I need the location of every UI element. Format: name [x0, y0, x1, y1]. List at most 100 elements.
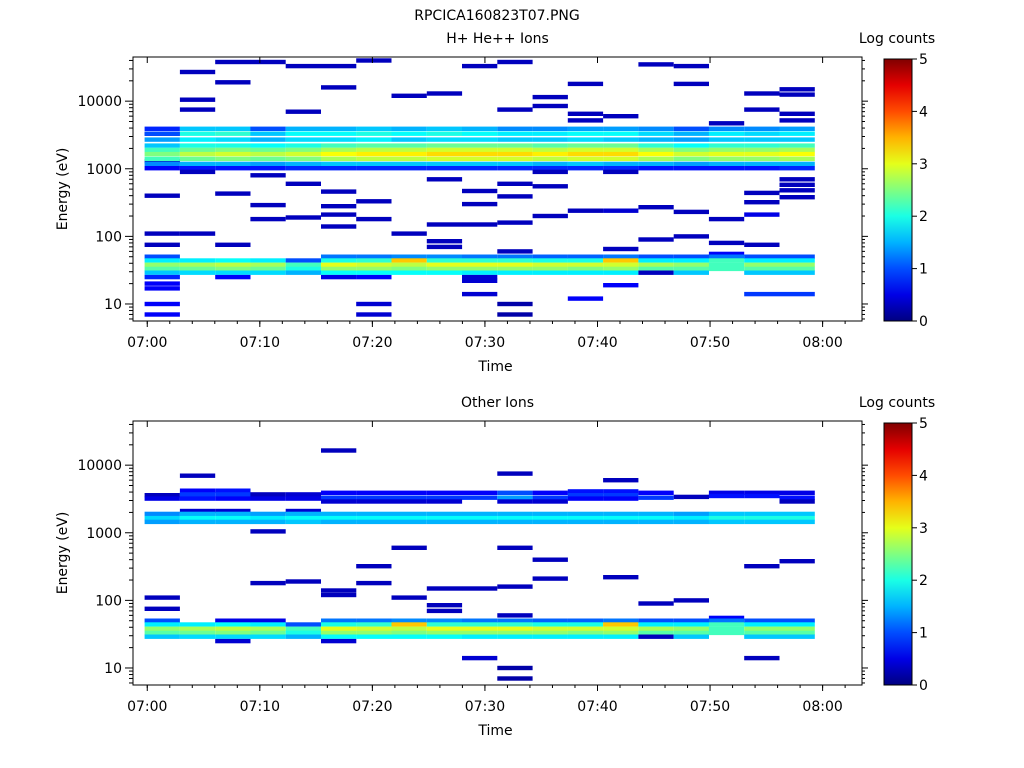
- heatmap-cell: [532, 166, 568, 171]
- heatmap-cell: [462, 630, 498, 636]
- heatmap-cell: [144, 258, 180, 263]
- heatmap-cell: [285, 215, 321, 220]
- heatmap-cell: [144, 270, 180, 275]
- heatmap-cell: [285, 511, 321, 517]
- heatmap-cell: [567, 262, 604, 267]
- heatmap-cell: [497, 613, 533, 618]
- heatmap-cell: [638, 205, 674, 210]
- heatmap-cell: [462, 137, 498, 142]
- heatmap-cell: [779, 258, 815, 263]
- heatmap-cell: [462, 634, 498, 639]
- y-tick-label: 1000: [86, 162, 122, 178]
- colorbar-tick-label: 2: [919, 573, 928, 589]
- heatmap-cell: [744, 493, 780, 499]
- heatmap-cell: [391, 156, 427, 162]
- heatmap-cell: [391, 151, 427, 157]
- heatmap-cell: [144, 606, 180, 611]
- heatmap-cell: [250, 166, 286, 171]
- other-ions-cells: [144, 448, 815, 681]
- heatmap-cell: [744, 147, 780, 153]
- heatmap-cell: [144, 166, 180, 171]
- colorbar-tick-label: 1: [919, 262, 928, 278]
- heatmap-cell: [250, 580, 286, 586]
- heatmap-cell: [179, 151, 216, 157]
- heatmap-cell: [215, 496, 251, 501]
- heatmap-cell: [673, 63, 709, 69]
- heatmap-cell: [144, 156, 180, 162]
- heatmap-cell: [215, 270, 251, 275]
- heatmap-cell: [708, 258, 745, 263]
- heatmap-cell: [638, 630, 674, 636]
- heatmap-cell: [215, 626, 251, 631]
- heatmap-cell: [532, 495, 568, 500]
- heatmap-cell: [708, 121, 745, 126]
- h-he-ions-colorbar-label: Log counts: [859, 31, 935, 47]
- heatmap-cell: [497, 166, 533, 171]
- heatmap-cell: [356, 634, 392, 639]
- heatmap-cell: [673, 519, 709, 525]
- heatmap-cell: [144, 242, 180, 247]
- heatmap-cell: [285, 126, 321, 131]
- heatmap-cell: [638, 147, 674, 153]
- heatmap-cell: [426, 499, 463, 504]
- heatmap-cell: [356, 622, 392, 627]
- heatmap-cell: [462, 151, 498, 157]
- heatmap-cell: [532, 184, 568, 189]
- h-he-ions-y-label: Energy (eV): [55, 148, 71, 231]
- heatmap-cell: [391, 618, 427, 623]
- heatmap-cell: [779, 626, 815, 631]
- heatmap-cell: [321, 63, 357, 69]
- heatmap-cell: [215, 266, 251, 272]
- heatmap-cell: [215, 638, 251, 644]
- heatmap-cell: [603, 114, 639, 119]
- y-tick-label: 10: [104, 297, 122, 313]
- heatmap-cell: [285, 156, 321, 162]
- x-tick-label: 08:00: [802, 335, 842, 351]
- heatmap-cell: [603, 283, 639, 288]
- heatmap-cell: [462, 222, 498, 227]
- heatmap-cell: [779, 630, 815, 636]
- heatmap-cell: [321, 638, 357, 644]
- heatmap-cell: [779, 143, 815, 148]
- heatmap-cell: [426, 511, 463, 517]
- heatmap-cell: [426, 156, 463, 162]
- heatmap-cell: [603, 622, 639, 627]
- heatmap-cell: [179, 143, 216, 148]
- heatmap-cell: [215, 508, 251, 514]
- heatmap-cell: [638, 161, 674, 167]
- figure-title: RPCICA160823T07.PNG: [414, 8, 579, 24]
- heatmap-cell: [708, 254, 745, 259]
- heatmap-cell: [391, 630, 427, 636]
- heatmap-cell: [426, 222, 463, 227]
- heatmap-cell: [215, 143, 251, 148]
- heatmap-cell: [603, 131, 639, 136]
- heatmap-cell: [285, 262, 321, 267]
- x-tick-label: 07:10: [240, 335, 280, 351]
- heatmap-cell: [497, 471, 533, 476]
- heatmap-cell: [144, 618, 180, 623]
- colorbar-tick-label: 0: [919, 678, 928, 694]
- heatmap-cell: [497, 147, 533, 153]
- heatmap-cell: [426, 151, 463, 157]
- heatmap-cell: [497, 499, 533, 504]
- heatmap-cell: [673, 156, 709, 162]
- heatmap-cell: [285, 626, 321, 631]
- heatmap-cell: [391, 270, 427, 275]
- heatmap-cell: [638, 495, 674, 500]
- heatmap-cell: [779, 634, 815, 639]
- heatmap-cell: [250, 630, 286, 636]
- heatmap-cell: [391, 490, 427, 495]
- heatmap-cell: [356, 519, 392, 525]
- heatmap-cell: [603, 575, 639, 580]
- heatmap-cell: [673, 147, 709, 153]
- heatmap-cell: [567, 151, 604, 157]
- x-tick-label: 07:00: [127, 335, 167, 351]
- heatmap-cell: [603, 156, 639, 162]
- heatmap-cell: [532, 161, 568, 167]
- heatmap-cell: [426, 143, 463, 148]
- heatmap-cell: [462, 201, 498, 207]
- heatmap-cell: [567, 493, 604, 498]
- heatmap-cell: [462, 161, 498, 167]
- heatmap-cell: [179, 97, 216, 102]
- heatmap-cell: [497, 515, 533, 521]
